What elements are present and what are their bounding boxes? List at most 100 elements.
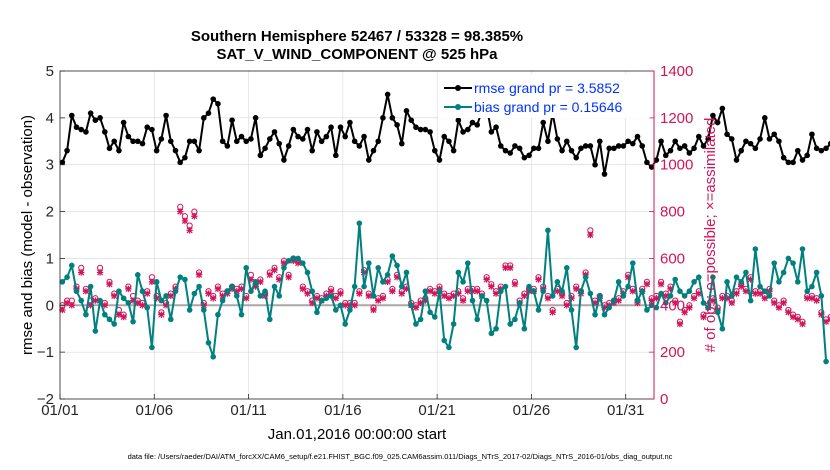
rmse-data-point [728,136,735,142]
bias-data-point [347,307,353,313]
bias-data-point [106,316,113,323]
rmse-data-point [790,159,796,166]
obs-assimilated-marker [742,288,750,295]
obs-assimilated-marker [412,304,420,311]
bias-data-point [794,279,801,285]
bias-data-point [328,293,334,299]
bias-data-point [535,307,542,313]
obs-assimilated-marker [384,278,391,286]
obs-assimilated-marker [756,290,764,297]
obs-assimilated-marker [162,302,170,309]
bias-data-point [662,300,669,306]
obs-assimilated-marker [502,264,509,271]
rmse-data-point [804,152,811,159]
bias-data-point [658,290,664,297]
obs-assimilated-marker [238,285,245,293]
bias-data-point [766,293,773,299]
bias-data-point [384,272,391,278]
rmse-data-point [733,157,740,163]
bias-data-point [460,279,466,285]
bias-data-point [238,311,245,318]
rmse-data-point [290,126,297,133]
bias-data-point [111,321,118,327]
rmse-data-point [827,140,830,147]
rmse-data-point [92,117,99,123]
bias-data-point [450,321,457,327]
obs-assimilated-marker [82,288,90,295]
rmse-data-point [455,117,462,123]
rmse-data-point [347,119,353,126]
bias-data-point [101,311,108,318]
rmse-data-point [233,138,240,145]
bias-data-point [809,283,815,290]
y2-tick-label: 1000 [660,157,693,174]
rmse-data-point [587,143,594,149]
bias-data-point [78,297,85,304]
obs-assimilated-marker [181,217,189,225]
rmse-data-point [710,112,716,119]
bias-data-point [804,288,811,295]
bias-data-point [295,255,301,262]
rmse-data-point [139,140,146,147]
obs-assimilated-marker [398,290,405,297]
bias-data-point [215,311,221,318]
rmse-data-point [705,136,712,142]
bias-data-point [186,307,193,313]
obs-assimilated-marker [681,309,688,316]
rmse-data-point [761,115,768,121]
bias-data-point [191,290,198,297]
bias-data-point [710,274,716,280]
rmse-data-point [644,159,650,166]
obs-assimilated-marker [643,281,651,288]
obs-assimilated-marker [733,290,740,297]
obs-assimilated-marker [587,231,594,239]
rmse-data-point [332,152,339,159]
obs-assimilated-marker [808,295,816,302]
rmse-data-point [116,147,122,154]
rmse-data-point [318,138,325,145]
bias-data-point [398,283,405,290]
bias-data-point [271,283,278,290]
rmse-data-point [686,150,693,156]
obs-assimilated-marker [375,297,382,304]
rmse-data-point [361,133,367,140]
rmse-data-point [497,143,504,149]
bias-data-point [644,307,650,313]
rmse-data-point [153,147,160,154]
x-tick-label: 01/31 [607,402,645,419]
rmse-data-point [172,147,179,154]
x-axis-label: Jan.01,2016 00:00:00 start [268,426,447,443]
rmse-data-point [818,147,825,154]
rmse-data-point [417,126,424,133]
obs-assimilated-marker [365,292,372,300]
rmse-data-point [757,136,763,142]
bias-data-point [205,339,212,346]
y2-tick-label: 800 [660,204,685,221]
rmse-data-point [120,119,127,126]
obs-assimilated-marker [653,295,660,302]
obs-assimilated-marker [785,309,792,316]
bias-data-point [596,293,603,299]
rmse-data-point [611,145,617,152]
obs-assimilated-marker [799,320,806,328]
rmse-data-point [799,157,806,163]
bias-data-point [351,283,358,290]
obs-assimilated-marker [511,281,519,288]
rmse-data-point [554,136,561,142]
obs-assimilated-marker [205,290,212,297]
bias-data-point [521,325,528,332]
rmse-data-point [469,119,476,126]
rmse-data-point [106,145,113,152]
obs-assimilated-marker [63,299,71,307]
rmse-data-point [578,145,584,152]
legend-marker-bias [455,104,461,110]
rmse-data-point [620,143,627,149]
rmse-data-point [205,110,212,116]
obs-assimilated-marker [252,283,259,290]
bias-data-point [149,344,155,351]
bias-data-point [799,246,806,252]
bias-data-point [634,297,641,304]
rmse-data-point [285,143,292,149]
rmse-data-point [210,96,217,102]
